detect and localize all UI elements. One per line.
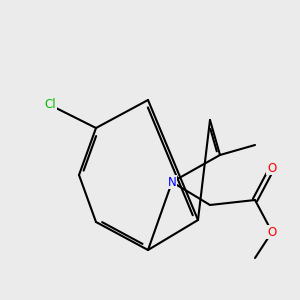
Text: O: O xyxy=(267,161,277,175)
Text: O: O xyxy=(267,226,277,238)
Text: N: N xyxy=(168,176,176,188)
Text: Cl: Cl xyxy=(44,98,56,112)
